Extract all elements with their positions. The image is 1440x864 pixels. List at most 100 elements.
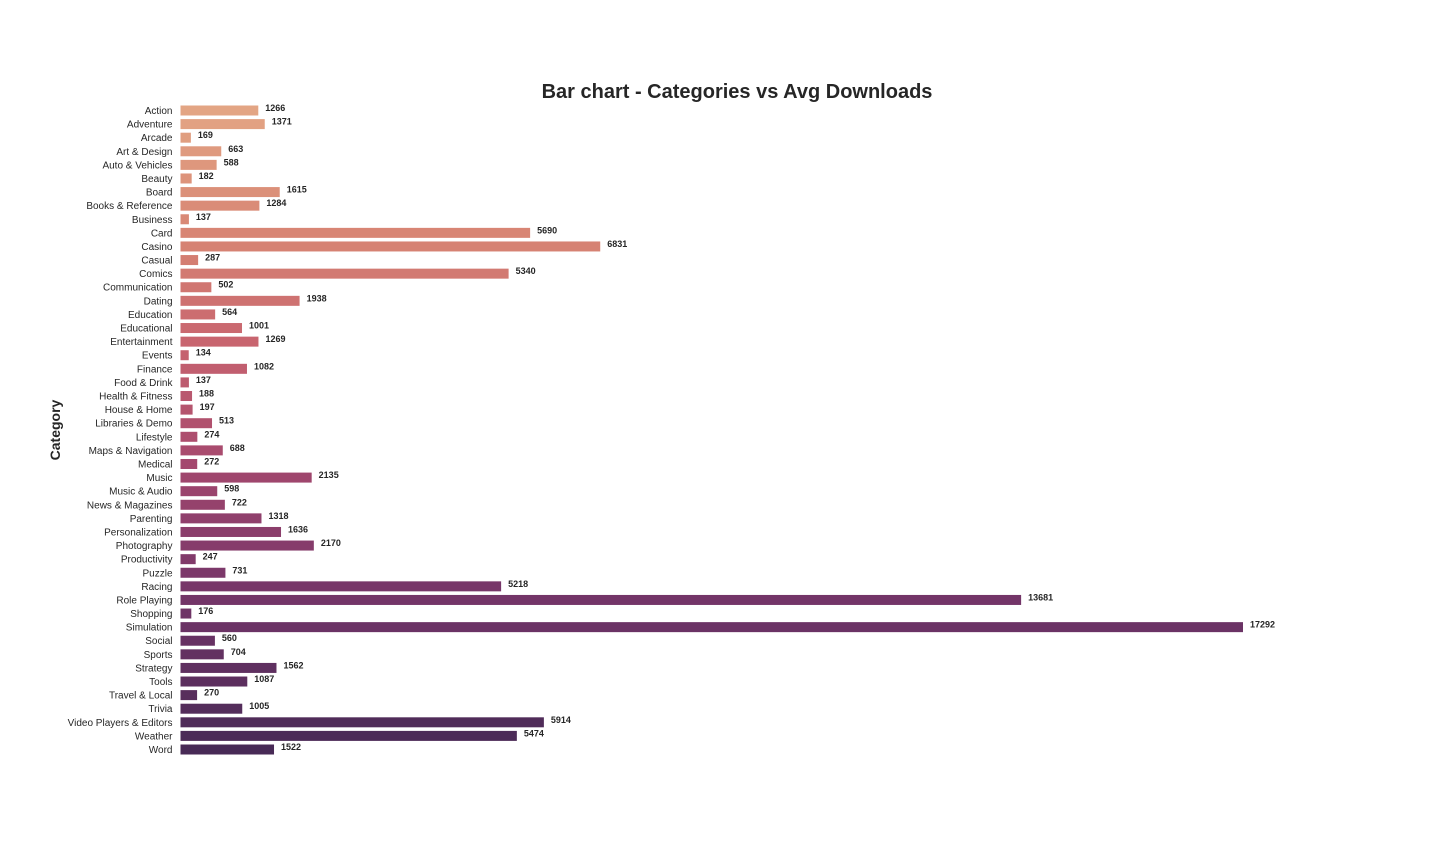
bar-word: [180, 744, 275, 755]
data-label-card: 5690: [537, 225, 557, 235]
data-label-entertainment: 1269: [265, 334, 285, 344]
bar-music-audio: [180, 486, 218, 497]
tick-label-books-reference: Books & Reference: [86, 201, 173, 212]
data-label-casual: 287: [205, 253, 220, 263]
bar-educational: [180, 323, 243, 334]
bar-entertainment: [180, 336, 259, 347]
bar-adventure: [180, 119, 265, 130]
bar-maps-navigation: [180, 445, 223, 456]
bar-music: [180, 472, 312, 483]
bar-parenting: [180, 513, 262, 524]
tick-label-entertainment: Entertainment: [110, 337, 172, 348]
bar-art-design: [180, 146, 222, 157]
data-label-music-audio: 598: [224, 484, 239, 494]
data-label-personalization: 1636: [288, 524, 308, 534]
data-label-art-design: 663: [228, 144, 243, 154]
bar-travel-local: [180, 690, 198, 701]
bar-books-reference: [180, 200, 260, 211]
data-label-libraries-demo: 513: [219, 416, 234, 426]
tick-label-lifestyle: Lifestyle: [136, 432, 173, 443]
data-label-social: 560: [222, 633, 237, 643]
bar-racing: [180, 581, 502, 592]
tick-label-personalization: Personalization: [104, 527, 172, 538]
chart-title: Bar chart - Categories vs Avg Downloads: [542, 81, 933, 103]
bar-education: [180, 309, 216, 320]
data-label-finance: 1082: [254, 361, 274, 371]
data-label-role-playing: 13681: [1028, 592, 1053, 602]
data-label-action: 1266: [265, 103, 285, 113]
tick-label-educational: Educational: [120, 324, 172, 335]
bar-house-home: [180, 404, 193, 415]
tick-label-medical: Medical: [138, 459, 172, 470]
tick-label-casino: Casino: [141, 242, 173, 253]
bar-video-players-editors: [180, 717, 544, 728]
data-label-board: 1615: [287, 185, 307, 195]
data-label-medical: 272: [204, 456, 219, 466]
bar-card: [180, 227, 531, 238]
tick-label-casual: Casual: [141, 256, 172, 267]
bar-business: [180, 214, 189, 225]
tick-label-puzzle: Puzzle: [142, 568, 172, 579]
data-label-trivia: 1005: [249, 701, 269, 711]
data-label-lifestyle: 274: [204, 429, 219, 439]
bar-puzzle: [180, 567, 226, 578]
tick-label-travel-local: Travel & Local: [109, 691, 173, 702]
tick-label-health-fitness: Health & Fitness: [99, 392, 172, 403]
data-label-sports: 704: [231, 647, 246, 657]
bar-beauty: [180, 173, 192, 184]
bar-auto-vehicles: [180, 159, 217, 170]
data-label-events: 134: [196, 348, 211, 358]
bar-photography: [180, 540, 314, 551]
tick-label-music: Music: [146, 473, 172, 484]
bar-simulation: [180, 622, 1243, 633]
data-label-dating: 1938: [307, 293, 327, 303]
bar-medical: [180, 458, 198, 469]
bar-shopping: [180, 608, 192, 619]
tick-label-simulation: Simulation: [126, 623, 173, 634]
tick-label-photography: Photography: [116, 541, 173, 552]
bar-action: [180, 105, 259, 116]
bar-strategy: [180, 662, 277, 673]
tick-label-house-home: House & Home: [105, 405, 173, 416]
tick-label-role-playing: Role Playing: [116, 595, 172, 606]
tick-label-comics: Comics: [139, 269, 172, 280]
bar-food-drink: [180, 377, 189, 388]
bar-casino: [180, 241, 601, 252]
tick-label-trivia: Trivia: [148, 704, 173, 715]
bar-social: [180, 635, 215, 646]
tick-label-business: Business: [132, 215, 173, 226]
tick-label-libraries-demo: Libraries & Demo: [95, 419, 173, 430]
data-label-word: 1522: [281, 742, 301, 752]
y-axis-label: Category: [47, 399, 63, 460]
bar-weather: [180, 730, 517, 741]
data-label-arcade: 169: [198, 130, 213, 140]
bar-events: [180, 350, 189, 361]
bar-libraries-demo: [180, 418, 213, 429]
data-label-adventure: 1371: [272, 117, 292, 127]
data-label-news-magazines: 722: [232, 497, 247, 507]
data-label-simulation: 17292: [1250, 620, 1275, 630]
data-label-house-home: 197: [200, 402, 215, 412]
tick-label-music-audio: Music & Audio: [109, 487, 173, 498]
tick-label-adventure: Adventure: [127, 120, 173, 131]
data-label-educational: 1001: [249, 321, 269, 331]
data-label-communication: 502: [218, 280, 233, 290]
bar-personalization: [180, 526, 282, 537]
tick-label-board: Board: [146, 188, 173, 199]
tick-label-video-players-editors: Video Players & Editors: [68, 718, 173, 729]
data-label-casino: 6831: [607, 239, 627, 249]
y-tick-labels: Action Adventure Arcade Art & Design Auto & …: [68, 106, 174, 756]
data-label-education: 564: [222, 307, 237, 317]
bar-comics: [180, 268, 509, 279]
data-label-auto-vehicles: 588: [224, 157, 239, 167]
bar-board: [180, 187, 280, 198]
tick-label-events: Events: [142, 351, 173, 362]
data-label-food-drink: 137: [196, 375, 211, 385]
tick-label-tools: Tools: [149, 677, 172, 688]
tick-label-action: Action: [145, 106, 173, 117]
tick-label-beauty: Beauty: [141, 174, 172, 185]
tick-label-auto-vehicles: Auto & Vehicles: [102, 160, 172, 171]
data-label-travel-local: 270: [204, 688, 219, 698]
